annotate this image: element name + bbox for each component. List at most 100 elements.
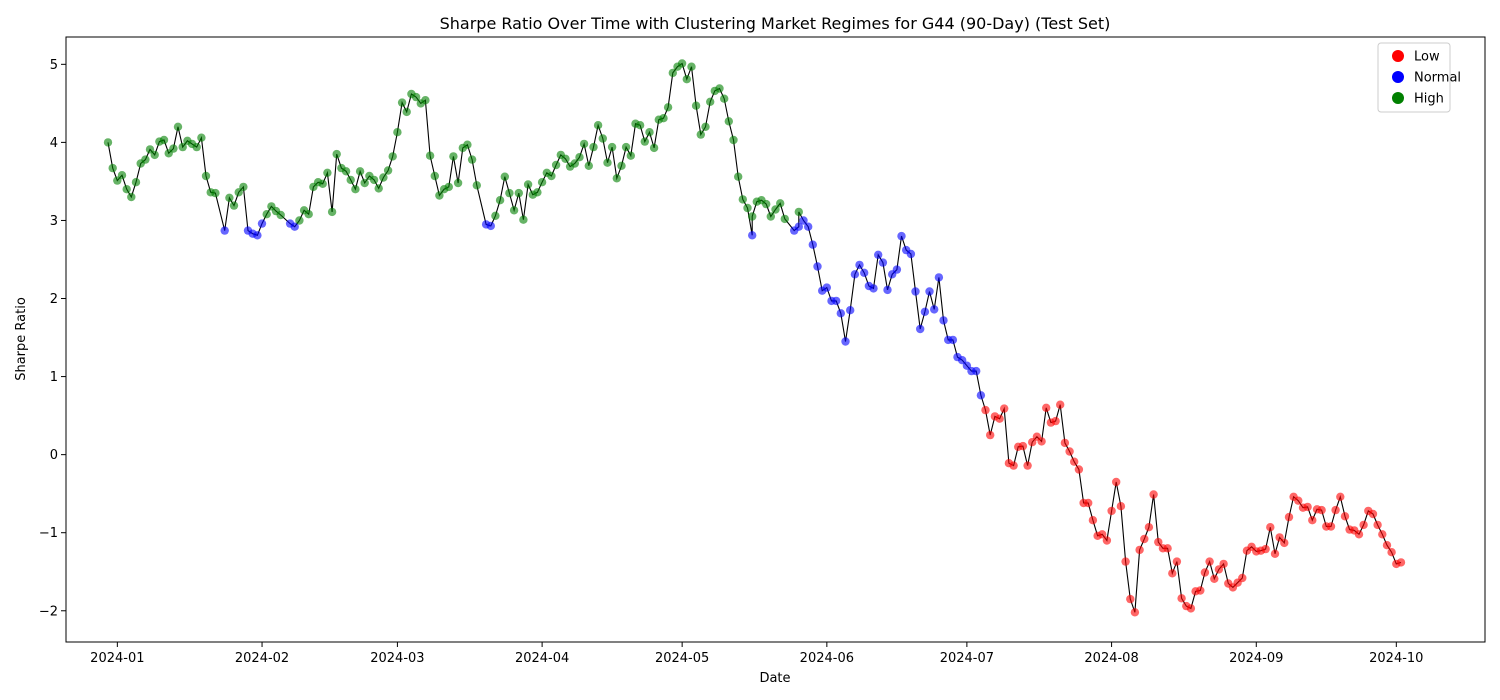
point-low (1074, 465, 1084, 474)
point-high (575, 153, 584, 162)
legend-label-normal: Normal (1414, 71, 1461, 86)
point-low (1387, 548, 1396, 557)
point-high (472, 181, 481, 190)
point-normal (972, 366, 981, 376)
y-tick-label: −2 (39, 604, 58, 619)
point-normal (860, 268, 869, 277)
point-high (421, 96, 430, 105)
point-high (141, 155, 150, 164)
point-high (720, 94, 729, 103)
point-low (1009, 461, 1018, 470)
point-normal (878, 258, 888, 267)
point-high (519, 215, 528, 224)
point-low (1018, 441, 1028, 451)
point-high (738, 195, 747, 204)
point-high (626, 151, 635, 160)
point-low (1186, 604, 1196, 613)
point-low (1177, 594, 1186, 603)
point-normal (934, 273, 944, 282)
point-high (402, 107, 411, 117)
point-low (1130, 608, 1140, 617)
y-axis-label: Sharpe Ratio (14, 297, 29, 381)
point-low (1354, 530, 1364, 539)
point-high (696, 130, 705, 139)
point-low (1238, 573, 1247, 583)
point-normal (253, 231, 262, 240)
point-high (425, 151, 435, 160)
point-high (659, 114, 668, 123)
point-high (743, 203, 752, 213)
point-low (1280, 538, 1289, 548)
point-low (1317, 505, 1326, 515)
point-low (1336, 492, 1345, 501)
point-high (467, 155, 477, 164)
point-high (379, 173, 388, 182)
point-low (1205, 557, 1214, 566)
point-high (113, 176, 122, 185)
point-high (276, 210, 285, 220)
point-low (1102, 536, 1112, 545)
point-normal (958, 356, 967, 365)
point-low (1214, 565, 1224, 574)
point-low (1051, 416, 1060, 426)
point-normal (883, 285, 892, 295)
point-low (1149, 490, 1158, 499)
point-high (706, 97, 715, 107)
point-normal (813, 262, 822, 271)
point-high (383, 166, 393, 175)
point-high (318, 179, 327, 188)
point-high (332, 149, 341, 159)
legend-marker-low (1392, 50, 1404, 62)
point-normal (939, 316, 948, 325)
point-high (295, 216, 304, 225)
point-high (603, 158, 612, 167)
point-high (411, 92, 421, 102)
point-low (1112, 477, 1121, 487)
point-low (1219, 559, 1228, 569)
point-high (514, 188, 523, 198)
point-normal (808, 240, 817, 249)
point-high (691, 101, 701, 110)
point-normal (804, 222, 813, 231)
point-normal (832, 296, 841, 306)
y-tick-label: −1 (39, 526, 58, 541)
point-normal (948, 335, 958, 345)
point-low (1042, 403, 1051, 412)
axes: 2024-01 2024-02 2024-03 2024-04 2024-05 2024-… (39, 36, 1486, 666)
point-normal (220, 226, 229, 235)
point-normal (925, 287, 934, 296)
point-low (1210, 574, 1219, 583)
point-high (771, 205, 780, 214)
point-high (640, 137, 649, 146)
point-high (645, 128, 654, 137)
point-low (1116, 502, 1126, 511)
legend: Low Normal High (1377, 42, 1461, 113)
point-high (351, 185, 360, 194)
point-high (715, 84, 724, 93)
point-high (677, 59, 687, 68)
point-high (649, 143, 659, 153)
point-high (509, 206, 519, 215)
point-normal (916, 324, 925, 334)
point-high (635, 121, 645, 130)
point-normal (892, 265, 902, 274)
point-high (197, 133, 206, 142)
point-high (687, 62, 696, 71)
point-high (360, 178, 369, 188)
y-tick-label: 0 (50, 448, 58, 463)
point-normal (850, 270, 860, 279)
point-high (579, 139, 589, 149)
point-high (729, 135, 738, 145)
point-low (1107, 506, 1116, 516)
x-tick-label: 2024-09 (1229, 651, 1283, 666)
point-low (995, 414, 1004, 423)
point-high (495, 196, 505, 205)
point-low (1172, 557, 1182, 566)
point-low (1144, 523, 1154, 532)
x-tick-label: 2024-02 (235, 651, 289, 666)
point-high (598, 134, 607, 143)
y-tick-label: 1 (50, 370, 58, 385)
point-normal (920, 307, 930, 316)
point-low (1056, 400, 1065, 409)
